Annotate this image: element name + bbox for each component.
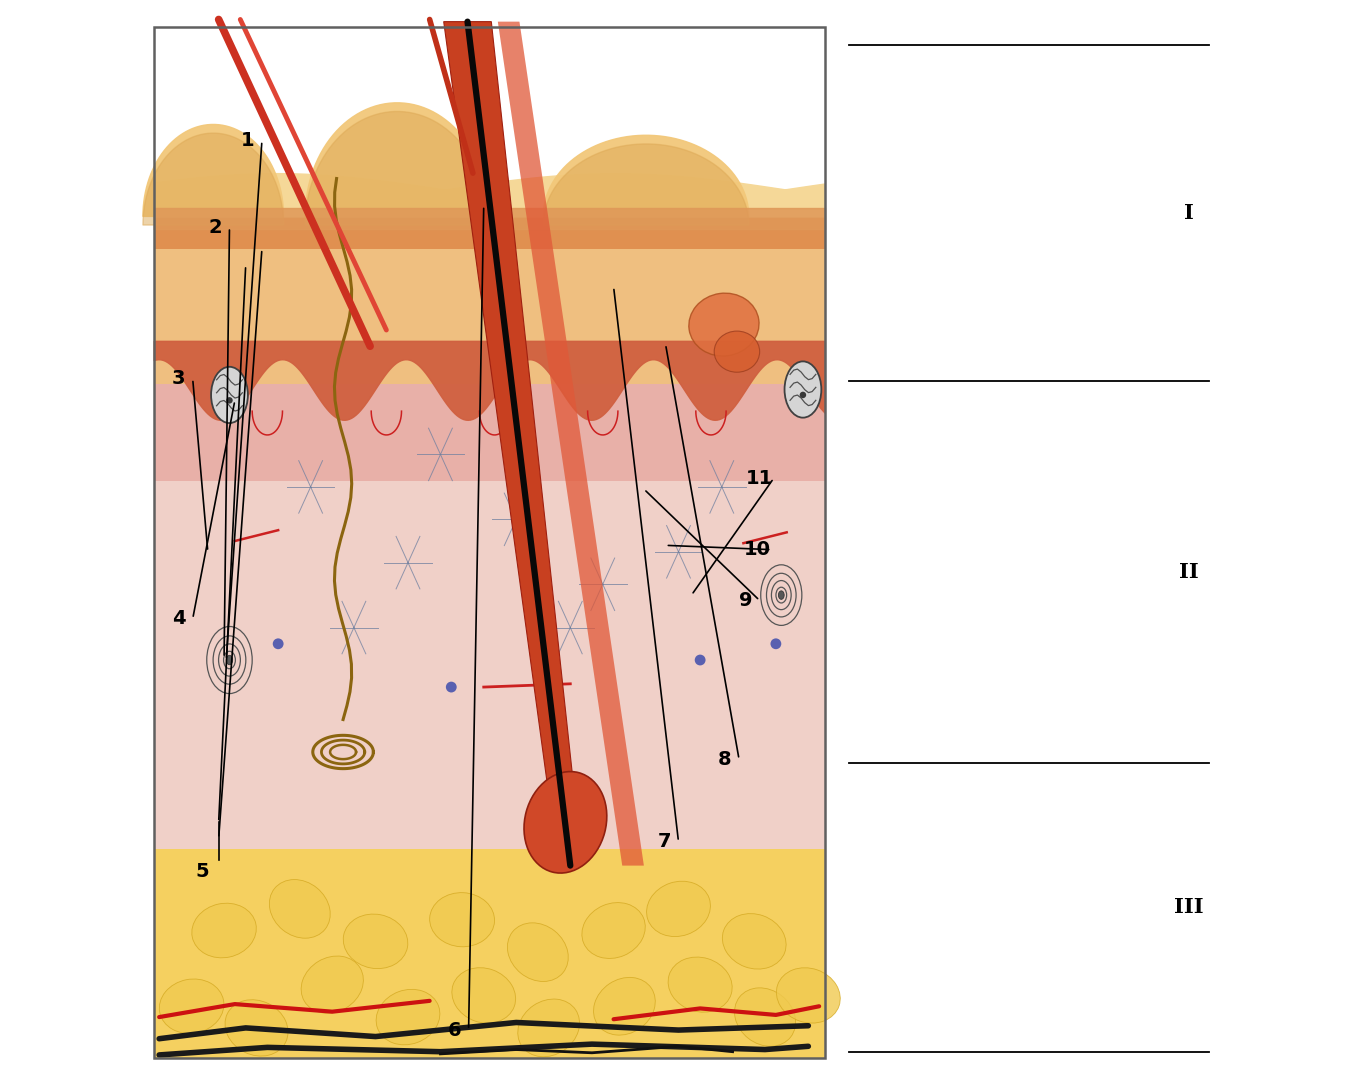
Polygon shape [543, 135, 749, 216]
Text: II: II [1179, 562, 1200, 582]
Bar [153, 384, 825, 481]
Polygon shape [305, 111, 489, 225]
Bar [153, 384, 825, 849]
Text: I: I [1185, 203, 1194, 223]
Ellipse shape [695, 655, 706, 665]
Ellipse shape [722, 913, 786, 969]
Text: 9: 9 [738, 591, 752, 610]
Ellipse shape [524, 771, 607, 873]
Text: 8: 8 [718, 750, 731, 769]
Polygon shape [142, 133, 284, 225]
Polygon shape [142, 124, 284, 216]
Ellipse shape [159, 979, 224, 1033]
Ellipse shape [734, 988, 795, 1046]
Bar [153, 216, 825, 384]
Ellipse shape [689, 293, 759, 356]
Ellipse shape [227, 397, 232, 404]
Ellipse shape [376, 989, 440, 1045]
Ellipse shape [668, 958, 733, 1012]
Ellipse shape [508, 923, 569, 981]
Text: 7: 7 [658, 832, 672, 852]
Ellipse shape [779, 591, 784, 599]
Ellipse shape [452, 967, 516, 1024]
Ellipse shape [227, 656, 232, 664]
Ellipse shape [771, 638, 782, 649]
Text: 4: 4 [172, 609, 186, 629]
Ellipse shape [191, 903, 256, 958]
Polygon shape [543, 144, 749, 225]
Text: 10: 10 [744, 540, 771, 559]
Ellipse shape [225, 1000, 288, 1056]
Ellipse shape [446, 682, 457, 692]
Text: 11: 11 [746, 469, 773, 488]
Ellipse shape [301, 956, 364, 1013]
Bar [153, 216, 825, 249]
Bar [153, 849, 825, 1058]
Ellipse shape [343, 914, 408, 968]
Text: 3: 3 [172, 369, 186, 388]
Ellipse shape [430, 893, 494, 947]
Text: 5: 5 [195, 861, 209, 881]
Ellipse shape [714, 331, 760, 372]
Ellipse shape [582, 902, 646, 959]
Ellipse shape [784, 361, 821, 418]
Ellipse shape [593, 977, 655, 1035]
Text: 2: 2 [209, 217, 223, 237]
Ellipse shape [212, 367, 248, 423]
Polygon shape [444, 22, 582, 866]
Text: 6: 6 [448, 1020, 461, 1040]
Ellipse shape [646, 881, 711, 937]
Ellipse shape [799, 392, 806, 398]
Text: III: III [1174, 897, 1204, 918]
Ellipse shape [273, 638, 284, 649]
Ellipse shape [270, 880, 330, 938]
Text: 1: 1 [242, 131, 255, 150]
Polygon shape [498, 22, 643, 866]
Polygon shape [305, 103, 489, 216]
Ellipse shape [518, 999, 579, 1057]
Ellipse shape [776, 967, 840, 1024]
Bar [153, 27, 825, 1058]
